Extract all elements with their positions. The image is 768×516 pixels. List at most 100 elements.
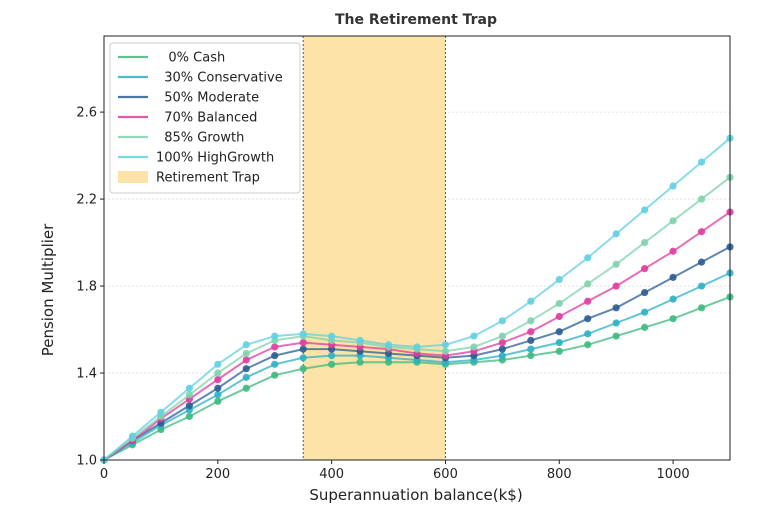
y-tick-label: 2.6: [76, 106, 97, 121]
data-point-85-growth: [498, 332, 506, 340]
data-point-50-moderate: [185, 402, 193, 410]
data-point-100-highgrowth: [328, 332, 336, 340]
data-point-85-growth: [641, 238, 649, 247]
data-point-50-moderate: [527, 336, 535, 345]
data-point-70-balanced: [697, 228, 706, 236]
data-point-70-balanced: [527, 328, 535, 336]
data-point-100-highgrowth: [641, 206, 649, 214]
y-tick-label: 2.2: [76, 193, 97, 208]
data-point-100-highgrowth: [185, 384, 193, 392]
shaded-region-layer: [302, 36, 446, 460]
data-point-100-highgrowth: [697, 158, 706, 166]
plot-frame: [103, 35, 731, 461]
x-tick-label: 800: [547, 467, 572, 482]
chart-title: The Retirement Trap: [335, 12, 497, 28]
x-axis-label: Superannuation balance(k$): [309, 486, 522, 504]
data-point-30-conservative: [584, 330, 592, 338]
legend-label-70-balanced: 70% Balanced: [156, 111, 257, 126]
data-point-85-growth: [612, 260, 620, 268]
data-point-70-balanced: [584, 297, 592, 305]
data-point-100-highgrowth: [527, 297, 535, 305]
data-point-100-highgrowth: [242, 341, 250, 349]
data-point-50-moderate: [214, 384, 222, 392]
data-point-50-moderate: [271, 352, 279, 360]
tick-layer: 0 200 400 600 800 1000 1.0 1.4 1.8 2.2 2.6: [76, 106, 689, 482]
x-tick-label: 600: [433, 467, 458, 482]
data-point-0-cash: [527, 352, 535, 360]
data-point-70-balanced: [612, 282, 620, 290]
data-point-0-cash: [555, 347, 563, 355]
data-point-100-highgrowth: [128, 432, 137, 440]
series-layer: [100, 134, 734, 464]
data-point-85-growth: [584, 280, 592, 288]
data-point-30-conservative: [669, 295, 677, 303]
data-point-0-cash: [185, 412, 193, 421]
data-point-100-highgrowth: [555, 275, 563, 284]
data-point-100-highgrowth: [669, 182, 677, 190]
data-point-0-cash: [299, 365, 307, 373]
data-point-70-balanced: [669, 247, 677, 255]
legend-label-30-conservative: 30% Conservative: [156, 71, 283, 86]
data-point-100-highgrowth: [584, 254, 592, 262]
data-point-0-cash: [584, 341, 592, 349]
data-point-85-growth: [697, 195, 706, 203]
data-point-30-conservative: [328, 352, 336, 360]
data-point-30-conservative: [299, 354, 307, 362]
data-point-50-moderate: [555, 328, 563, 336]
data-point-100-highgrowth: [384, 341, 393, 349]
x-tick-label: 400: [319, 467, 344, 482]
legend-label-0-cash: 0% Cash: [156, 51, 225, 66]
retirement-trap-region: [303, 36, 446, 460]
data-point-50-moderate: [641, 288, 649, 297]
data-point-30-conservative: [498, 352, 506, 360]
data-point-100-highgrowth: [441, 341, 450, 349]
data-point-100-highgrowth: [214, 360, 222, 368]
x-tick-label: 1000: [657, 467, 690, 482]
data-point-30-conservative: [271, 360, 279, 368]
legend: 0% Cash 30% Conservative 50% Moderate 70…: [109, 42, 301, 194]
y-tick-label: 1.0: [76, 454, 97, 469]
data-point-0-cash: [271, 371, 279, 379]
x-tick-label: 0: [100, 467, 108, 482]
data-point-100-highgrowth: [157, 408, 165, 416]
data-point-30-conservative: [641, 308, 649, 316]
data-point-100-highgrowth: [612, 230, 620, 238]
data-point-50-moderate: [299, 345, 307, 353]
data-point-50-moderate: [584, 315, 592, 323]
data-point-50-moderate: [697, 258, 706, 266]
data-point-0-cash: [669, 315, 677, 323]
x-tick-label: 200: [205, 467, 230, 482]
data-point-30-conservative: [697, 282, 706, 290]
data-point-100-highgrowth: [470, 332, 478, 340]
data-point-85-growth: [214, 369, 222, 377]
y-tick-label: 1.4: [76, 367, 97, 382]
data-point-0-cash: [356, 358, 364, 366]
data-point-50-moderate: [498, 345, 506, 353]
plot-border: [103, 35, 731, 461]
legend-label-85-growth: 85% Growth: [156, 131, 244, 146]
data-point-30-conservative: [214, 391, 222, 399]
data-point-70-balanced: [299, 338, 307, 347]
data-point-0-cash: [214, 397, 222, 405]
data-point-100-highgrowth: [299, 330, 307, 338]
data-point-0-cash: [242, 384, 250, 392]
data-point-50-moderate: [612, 304, 620, 312]
data-point-70-balanced: [498, 338, 506, 347]
data-point-0-cash: [697, 304, 706, 312]
data-point-100-highgrowth: [271, 332, 279, 340]
data-point-85-growth: [555, 299, 563, 308]
data-point-70-balanced: [641, 265, 649, 273]
data-point-0-cash: [328, 360, 336, 368]
series-100-highgrowth: [100, 134, 734, 464]
data-point-85-growth: [242, 349, 250, 358]
data-point-100-highgrowth: [498, 317, 506, 325]
legend-swatch-retirement-trap: [118, 171, 148, 183]
data-point-0-cash: [612, 332, 620, 340]
y-axis-label: Pension Multiplier: [39, 223, 57, 356]
data-point-70-balanced: [214, 375, 222, 384]
data-point-85-growth: [470, 343, 478, 351]
legend-box: [109, 42, 301, 194]
data-point-70-balanced: [242, 356, 250, 364]
